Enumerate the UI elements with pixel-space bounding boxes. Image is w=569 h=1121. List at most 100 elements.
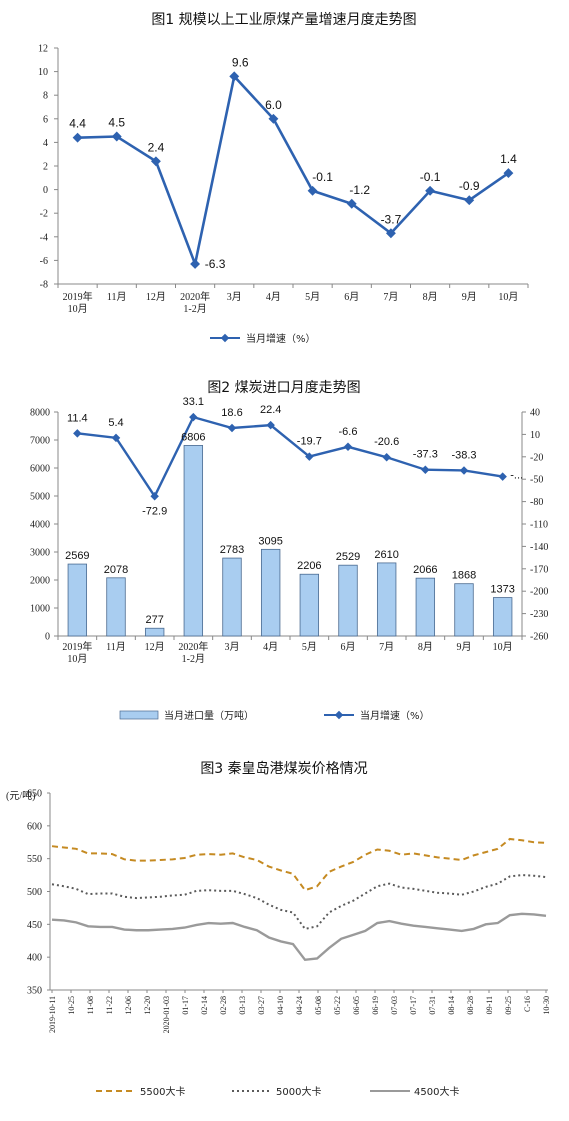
chart-2-growth-label: 22.4 [260,404,281,416]
chart-2-bar-label: 2078 [104,564,128,576]
chart-2-growth-point [343,442,353,452]
chart-1-data-label: -0.1 [312,170,333,184]
chart-2-bar-label: 1373 [490,584,514,596]
chart-2-y-tick: 5000 [30,492,50,503]
chart-2-growth-label: -20.6 [374,436,399,448]
chart-2-growth-label: 11.4 [67,412,88,424]
chart-3-y-tick: 350 [27,986,42,997]
chart-3-y-unit: (元/吨) [6,789,35,802]
chart-2-bar-label: 2783 [220,544,244,556]
chart-2-growth-point [227,423,237,433]
chart-2-bar [260,548,281,637]
chart-2-y2-tick: -110 [530,520,548,531]
chart-2-bar-label: 1868 [452,570,476,582]
chart-2-growth-point [189,412,198,422]
chart-2-growth-point [459,466,469,475]
chart-3-title: 图3 秦皇岛港煤炭价格情况 [200,761,367,777]
chart-1-data-label: 4.5 [108,116,125,130]
chart-2-x-tick: 10月 [493,641,513,653]
chart-3-qinhuangdao-prices: 图3 秦皇岛港煤炭价格情况 (元/吨) 650 600 550 500 450 400 35… [6,761,551,1098]
chart-1-data-label: -0.1 [420,170,441,184]
chart-2-y2-tick: -170 [530,564,548,575]
chart-1-point [190,258,201,269]
chart-1-y-tick: 6 [43,114,48,125]
chart-2-y2-tick: -230 [530,609,548,620]
chart-1-data-label: -1.2 [349,183,370,197]
chart-3-x-tick: 07-17 [409,996,418,1015]
chart-2-title: 图2 煤炭进口月度走势图 [207,380,360,396]
chart-3-x-tick: 10-30 [542,996,551,1015]
chart-2-x-tick: 4月 [263,641,278,653]
chart-1-data-label: -3.7 [381,212,402,226]
chart-1-point [229,71,240,82]
chart-2-y2-tick: 40 [530,408,540,419]
chart-2-bar-label: 2569 [65,550,89,562]
chart-1-point [72,132,83,143]
chart-2-growth-label: 5.4 [108,417,123,429]
chart-3-x-tick: 10-25 [67,996,76,1015]
chart-1-x-tick: 12月 [146,291,166,303]
chart-1-legend-label: 当月增速（%） [246,332,316,345]
chart-1-point [346,198,357,209]
chart-1-x-tick: 11月 [107,291,127,303]
chart-2-growth-point [421,465,430,474]
chart-2-y2-tick: -50 [530,475,543,486]
chart-1-point [425,185,436,196]
chart-2-growth-point [266,420,275,430]
chart-1-x-tick: 2019年 10月 [63,290,93,315]
chart-2-y2-tick: -80 [530,497,543,508]
chart-3-y-tick: 400 [27,953,42,964]
chart-1-x-tick: 3月 [227,291,242,303]
chart-2-x-tick: 12月 [145,641,165,653]
chart-2-growth-point [382,453,391,462]
chart-3-x-tick: 2020-01-03 [162,996,171,1033]
chart-1-y-tick: -2 [40,209,48,220]
chart-1-y-tick: 0 [43,185,48,196]
chart-2-growth-label: -6.6 [339,426,358,438]
chart-1-y-tick: 2 [43,162,48,173]
chart-3-x-tick: 01-17 [181,996,190,1015]
chart-3-y-tick: 650 [27,789,42,800]
chart-3-x-tick: 04-10 [276,996,285,1015]
chart-1-y-tick: 12 [38,44,48,55]
chart-3-x-tick: 11-22 [105,996,114,1014]
chart-2-y2-tick: -20 [530,452,543,463]
chart-3-x-tick: 09-25 [504,996,513,1015]
chart-1-y-tick: 10 [38,67,48,78]
chart-3-x-tick: 05-08 [314,996,323,1015]
chart-2-y-tick: 0 [45,632,50,643]
chart-3-x-tick: 08-28 [466,996,475,1015]
chart-2-coal-imports: 图2 煤炭进口月度走势图 8000 7000 6000 5000 4000 3000 200… [30,380,548,722]
chart-2-legend-bar-label: 当月进口量（万吨） [164,709,254,722]
chart-1-data-label: 2.4 [148,140,165,154]
chart-1-x-tick: 10月 [498,291,518,303]
chart-2-bar [299,573,320,637]
chart-3-x-tick: 06-05 [352,996,361,1015]
chart-2-bar [338,564,358,637]
chart-3-y-tick: 500 [27,887,42,898]
chart-1-data-label: -0.9 [459,179,480,193]
chart-2-y-tick: 7000 [30,436,50,447]
chart-2-x-tick: 5月 [302,641,317,653]
chart-1-y-tick: -4 [40,232,48,243]
chart-3-x-tick: 08-14 [447,996,456,1015]
chart-3-series-line-3 [51,912,547,962]
chart-3-x-tick: C-16 [523,996,532,1012]
chart-1-y-tick: 4 [43,138,48,149]
chart-2-bar-label: 2206 [297,560,321,572]
chart-2-bar [454,583,474,637]
chart-2-growth-point [498,472,507,481]
chart-1-data-label: 1.4 [500,152,517,166]
chart-2-legend-line-label: 当月增速（%） [360,709,430,722]
chart-3-series-line-2 [51,874,547,931]
chart-2-y2-tick: 10 [530,430,540,441]
chart-2-growth-label: -... [510,470,523,482]
chart-2-x-tick: 7月 [379,641,394,653]
chart-2-growth-label: -37.3 [413,449,438,461]
chart-3-legend: 5500大卡 5000大卡 4500大卡 [96,1085,459,1098]
chart-1-x-tick: 4月 [266,291,281,303]
chart-2-growth-point [150,492,159,501]
chart-3-legend-label: 4500大卡 [414,1085,459,1098]
chart-3-x-tick: 12-06 [124,996,133,1015]
chart-3-x-tick: 03-13 [238,996,247,1015]
